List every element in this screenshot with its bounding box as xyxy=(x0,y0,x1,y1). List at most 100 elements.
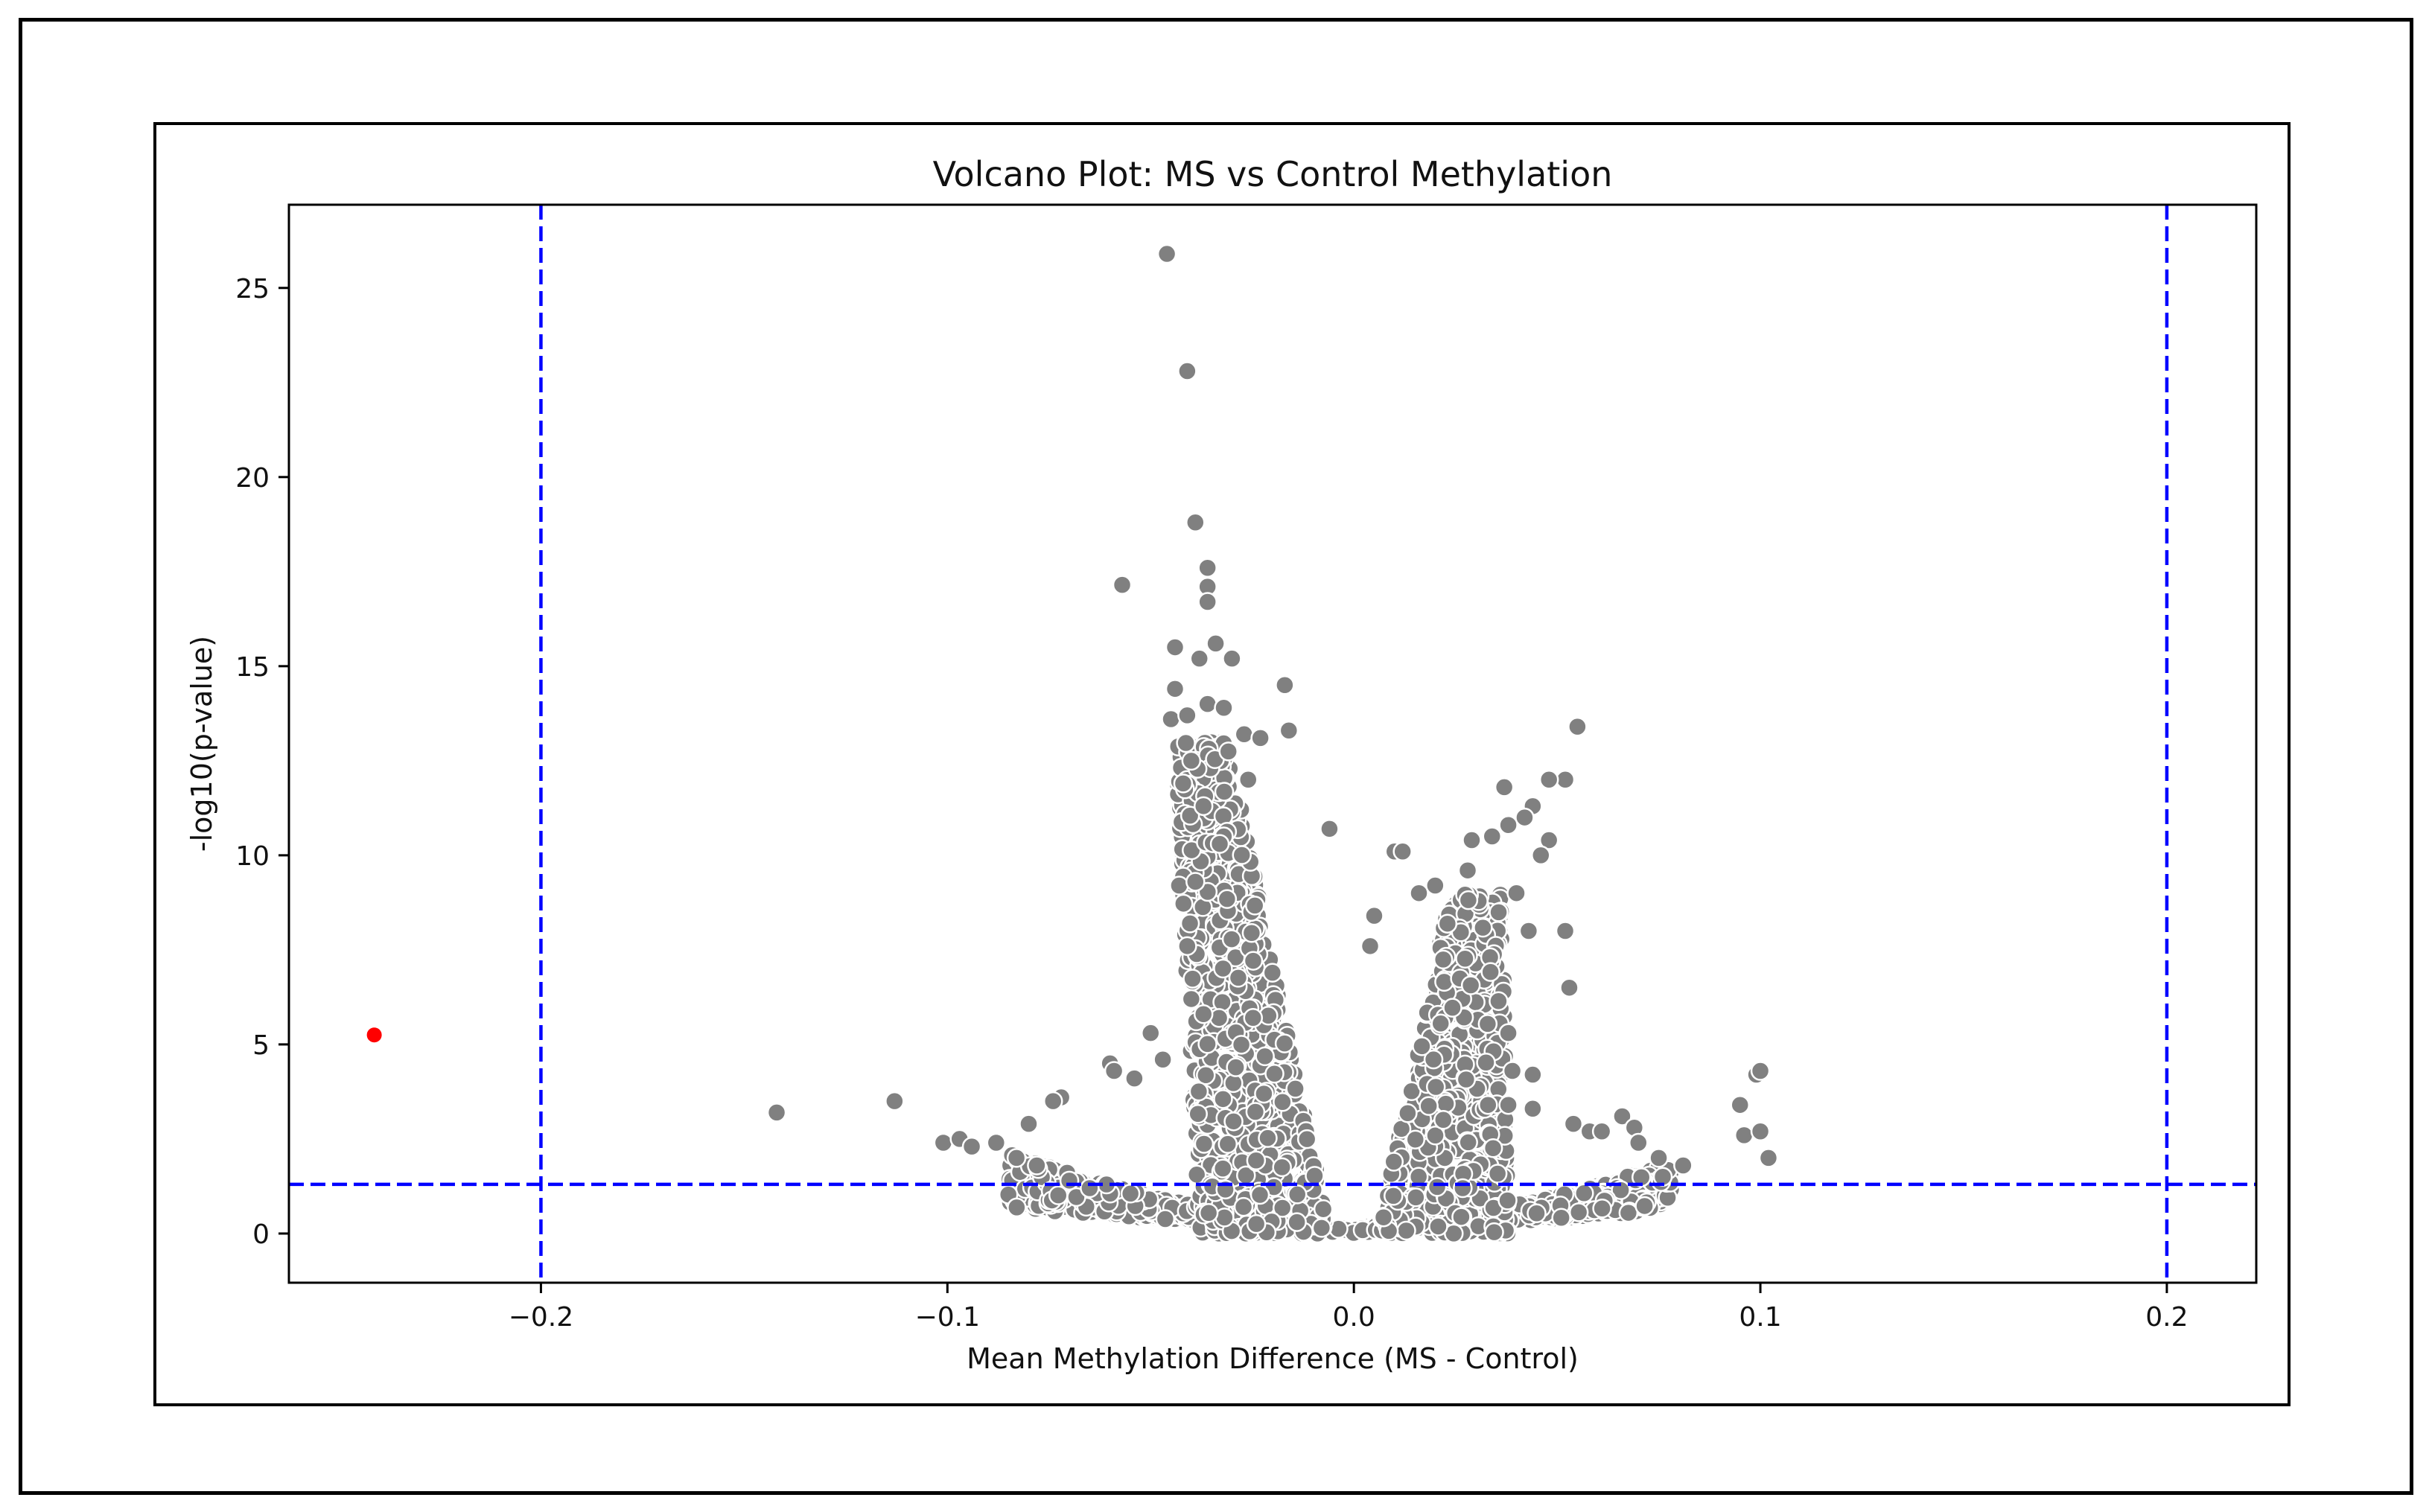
data-point xyxy=(1042,1091,1063,1111)
cloud-point xyxy=(1198,1202,1219,1223)
cloud-point xyxy=(1412,1036,1432,1056)
data-point xyxy=(1612,1106,1632,1126)
data-point xyxy=(885,1091,905,1111)
data-point xyxy=(1555,921,1576,941)
cloud-point xyxy=(1428,1216,1448,1237)
y-tick-label: 0 xyxy=(252,1219,270,1250)
cloud-point xyxy=(1285,1079,1305,1099)
cloud-point xyxy=(1437,913,1458,934)
data-point xyxy=(1457,860,1478,881)
cloud-point xyxy=(1455,948,1475,969)
data-point xyxy=(1165,679,1185,699)
cloud-point xyxy=(1458,890,1479,910)
data-point xyxy=(1364,905,1384,926)
data-point xyxy=(1478,1094,1498,1115)
cloud-point xyxy=(1384,1186,1404,1206)
data-point xyxy=(1206,634,1226,654)
data-point xyxy=(1502,1061,1523,1081)
data-point xyxy=(1515,807,1535,828)
cloud-point xyxy=(1480,962,1500,982)
cloud-point xyxy=(1120,1184,1141,1204)
y-tick-label: 10 xyxy=(235,841,270,872)
cloud-point xyxy=(1497,1190,1518,1210)
cloud-point xyxy=(1396,1220,1416,1241)
data-point xyxy=(1482,826,1503,846)
data-point xyxy=(1193,796,1214,817)
cloud-point xyxy=(1311,1218,1332,1238)
cloud-point xyxy=(1419,1096,1439,1116)
data-point xyxy=(1156,243,1177,264)
cloud-point xyxy=(1246,1213,1267,1234)
cloud-point xyxy=(1212,992,1232,1012)
cloud-point xyxy=(1451,1207,1471,1227)
cloud-point xyxy=(1427,1177,1448,1197)
chart-title: Volcano Plot: MS vs Control Methylation xyxy=(933,154,1613,194)
cloud-point xyxy=(1213,1089,1233,1109)
data-point xyxy=(1498,814,1518,835)
cloud-point xyxy=(1433,1109,1454,1130)
data-point xyxy=(1591,1121,1612,1142)
data-point xyxy=(961,1136,982,1157)
y-tick-label: 20 xyxy=(235,463,270,494)
cloud-point xyxy=(1568,1202,1589,1222)
data-point xyxy=(1758,1148,1779,1168)
data-point xyxy=(1750,1121,1771,1142)
data-point xyxy=(1279,720,1299,741)
cloud-point xyxy=(1244,896,1265,916)
data-point xyxy=(1523,1099,1543,1119)
cloud-point xyxy=(1487,1164,1508,1184)
data-point xyxy=(1498,1094,1518,1115)
cloud-point xyxy=(1246,1150,1267,1171)
cloud-point xyxy=(1217,889,1238,909)
data-point xyxy=(1197,694,1217,714)
data-point xyxy=(1181,989,1202,1009)
data-point xyxy=(1112,575,1133,595)
cloud-point xyxy=(1243,951,1264,971)
cloud-point xyxy=(1405,1129,1426,1149)
cloud-point xyxy=(1477,1014,1498,1034)
data-point xyxy=(1734,1125,1754,1146)
cloud-point xyxy=(1218,741,1238,762)
data-point xyxy=(1027,1155,1047,1176)
x-tick-label: 0.2 xyxy=(2145,1302,2188,1333)
cloud-point xyxy=(1264,1064,1285,1084)
cloud-point xyxy=(1631,1167,1652,1187)
data-point xyxy=(1173,773,1194,794)
data-point xyxy=(1185,512,1206,533)
data-point xyxy=(1320,819,1340,839)
cloud-point xyxy=(1551,1208,1571,1228)
data-point xyxy=(1238,770,1258,790)
cloud-point xyxy=(1618,1202,1639,1223)
cloud-point xyxy=(1273,1092,1293,1112)
y-axis-label: -log10(p-value) xyxy=(185,636,218,852)
cloud-point xyxy=(1243,1008,1264,1028)
data-point xyxy=(1214,698,1234,718)
data-point xyxy=(1538,830,1559,850)
cloud-point xyxy=(1476,1052,1496,1073)
y-tick-label: 5 xyxy=(252,1030,270,1061)
data-point xyxy=(1019,1114,1039,1134)
cloud-point xyxy=(1176,733,1196,753)
data-point xyxy=(1185,872,1206,892)
cloud-point xyxy=(1458,1132,1478,1152)
data-point xyxy=(1177,361,1197,381)
data-point xyxy=(1250,728,1270,748)
cloud-point xyxy=(1197,1034,1217,1054)
cloud-point xyxy=(1245,1102,1266,1122)
cloud-point xyxy=(1217,1134,1238,1154)
data-point xyxy=(1169,875,1189,896)
data-point xyxy=(1392,841,1413,862)
cloud-point xyxy=(1305,1166,1325,1186)
data-point xyxy=(1104,1061,1124,1081)
data-point xyxy=(1234,724,1255,744)
data-point xyxy=(1750,1061,1771,1081)
data-point xyxy=(1177,936,1197,957)
cloud-point xyxy=(1233,1196,1254,1217)
cloud-point xyxy=(1180,806,1200,826)
data-point xyxy=(1649,1148,1669,1168)
data-point xyxy=(1189,648,1209,669)
cloud-point xyxy=(1484,1222,1504,1243)
cloud-point xyxy=(1174,893,1194,914)
data-point xyxy=(1494,777,1515,797)
